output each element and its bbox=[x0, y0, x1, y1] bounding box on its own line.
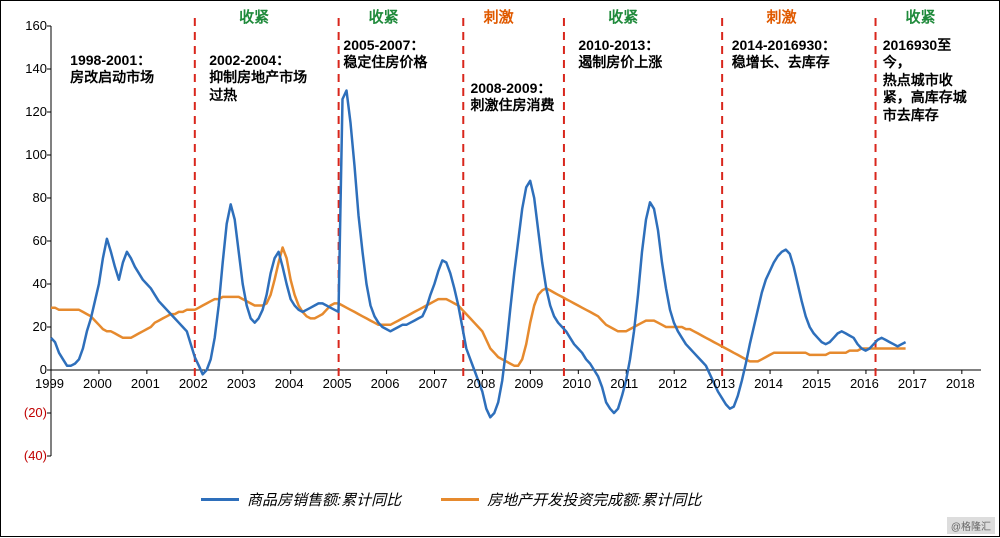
x-tick-label: 2010 bbox=[562, 376, 591, 391]
chart-container: (40) (20) 0 20 40 60 80 100 120 140 160 1999 2000 200… bbox=[0, 0, 1000, 537]
legend-label: 房地产开发投资完成额:累计同比 bbox=[487, 489, 701, 510]
phase-label: 收紧 bbox=[369, 6, 399, 27]
x-tick-label: 2015 bbox=[802, 376, 831, 391]
chart-annotation: 2016930至今，热点城市收紧，高库存城市去库存 bbox=[883, 37, 973, 125]
x-tick-label: 2004 bbox=[275, 376, 304, 391]
phase-label: 收紧 bbox=[239, 6, 269, 27]
legend: 商品房销售额:累计同比 房地产开发投资完成额:累计同比 bbox=[201, 489, 701, 510]
chart-annotation: 2010-2013：遏制房价上涨 bbox=[578, 37, 678, 72]
x-tick-label: 2002 bbox=[179, 376, 208, 391]
annotation-body: 抑制房地产市场过热 bbox=[209, 69, 309, 104]
x-tick-label: 2012 bbox=[658, 376, 687, 391]
x-tick-label: 2001 bbox=[131, 376, 160, 391]
y-tick-label: (20) bbox=[9, 405, 47, 420]
x-tick-label: 2005 bbox=[323, 376, 352, 391]
annotation-body: 稳定住房价格 bbox=[343, 54, 443, 72]
annotation-title: 2016930至今， bbox=[883, 37, 973, 72]
y-tick-label: 160 bbox=[9, 18, 47, 33]
x-tick-label: 2013 bbox=[706, 376, 735, 391]
y-tick-label: 40 bbox=[9, 276, 47, 291]
x-tick-label: 2017 bbox=[898, 376, 927, 391]
y-tick-label: 20 bbox=[9, 319, 47, 334]
chart-annotation: 2002-2004：抑制房地产市场过热 bbox=[209, 52, 309, 105]
y-tick-label: 140 bbox=[9, 61, 47, 76]
y-tick-label: (40) bbox=[9, 448, 47, 463]
annotation-title: 1998-2001： bbox=[70, 52, 180, 70]
annotation-title: 2002-2004： bbox=[209, 52, 309, 70]
y-tick-label: 0 bbox=[9, 362, 47, 377]
x-tick-label: 2008 bbox=[466, 376, 495, 391]
annotation-body: 热点城市收紧，高库存城市去库存 bbox=[883, 72, 973, 125]
legend-item: 房地产开发投资完成额:累计同比 bbox=[441, 489, 701, 510]
y-tick-label: 120 bbox=[9, 104, 47, 119]
legend-label: 商品房销售额:累计同比 bbox=[247, 489, 401, 510]
annotation-body: 稳增长、去库存 bbox=[732, 54, 852, 72]
x-tick-label: 2014 bbox=[754, 376, 783, 391]
phase-label: 刺激 bbox=[484, 6, 514, 27]
phase-label: 收紧 bbox=[905, 6, 935, 27]
annotation-title: 2008-2009： bbox=[470, 80, 570, 98]
y-tick-label: 80 bbox=[9, 190, 47, 205]
chart-annotation: 2014-2016930：稳增长、去库存 bbox=[732, 37, 852, 72]
annotation-body: 刺激住房消费 bbox=[470, 97, 570, 115]
x-tick-label: 1999 bbox=[35, 376, 64, 391]
legend-swatch bbox=[201, 498, 239, 501]
x-tick-label: 2018 bbox=[946, 376, 975, 391]
y-tick-label: 60 bbox=[9, 233, 47, 248]
y-tick-label: 100 bbox=[9, 147, 47, 162]
phase-label: 收紧 bbox=[608, 6, 638, 27]
x-tick-label: 2009 bbox=[514, 376, 543, 391]
x-tick-label: 2011 bbox=[610, 376, 638, 391]
annotation-title: 2010-2013： bbox=[578, 37, 678, 55]
phase-label: 刺激 bbox=[766, 6, 796, 27]
annotation-title: 2014-2016930： bbox=[732, 37, 852, 55]
legend-swatch bbox=[441, 498, 479, 501]
chart-annotation: 2008-2009：刺激住房消费 bbox=[470, 80, 570, 115]
legend-item: 商品房销售额:累计同比 bbox=[201, 489, 401, 510]
x-tick-label: 2016 bbox=[850, 376, 879, 391]
annotation-body: 房改启动市场 bbox=[70, 69, 180, 87]
x-tick-label: 2003 bbox=[227, 376, 256, 391]
annotation-body: 遏制房价上涨 bbox=[578, 54, 678, 72]
x-tick-label: 2007 bbox=[419, 376, 448, 391]
chart-annotation: 2005-2007：稳定住房价格 bbox=[343, 37, 443, 72]
watermark: @格隆汇 bbox=[947, 517, 995, 534]
chart-annotation: 1998-2001：房改启动市场 bbox=[70, 52, 180, 87]
annotation-title: 2005-2007： bbox=[343, 37, 443, 55]
x-tick-label: 2000 bbox=[83, 376, 112, 391]
x-tick-label: 2006 bbox=[371, 376, 400, 391]
